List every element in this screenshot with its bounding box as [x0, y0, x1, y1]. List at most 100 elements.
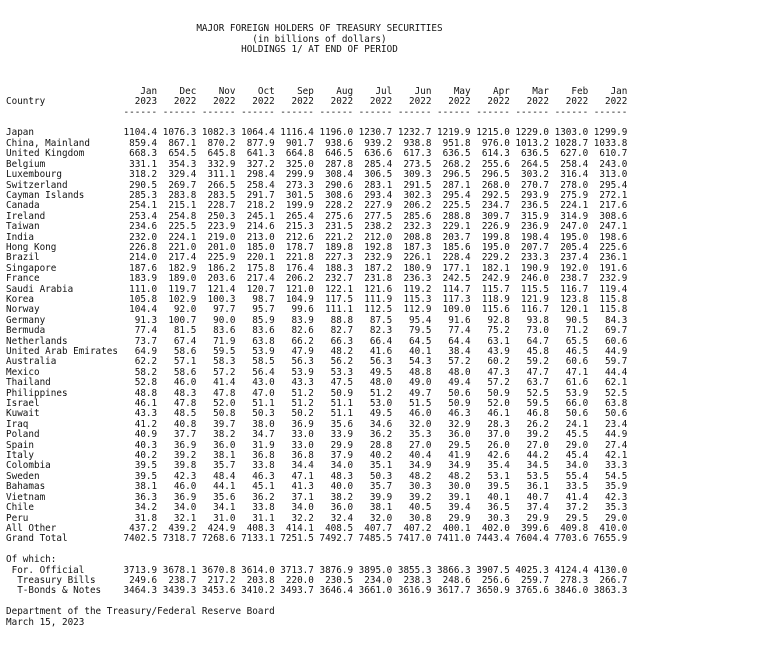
holding-value: 102.9 — [162, 293, 202, 305]
holding-value: 117.3 — [437, 293, 477, 305]
holding-value: 225.6 — [593, 241, 633, 253]
holding-value: 645.8 — [201, 148, 242, 160]
holding-value: 1116.4 — [280, 127, 320, 139]
holding-value: 236.5 — [515, 200, 555, 212]
holding-value: 27.4 — [593, 439, 633, 451]
holding-value: 99.6 — [280, 304, 320, 316]
subtitle2-pad — [6, 44, 241, 55]
holding-value: 228.4 — [437, 252, 477, 264]
holding-value: 58.5 — [241, 356, 281, 368]
country-name: Hong Kong — [6, 241, 124, 253]
holding-value: 40.2 — [123, 450, 163, 462]
holding-value: 201.0 — [201, 241, 242, 253]
holding-value: 44.9 — [593, 346, 633, 358]
holding-value: 285.4 — [358, 158, 398, 170]
holding-value: 98.7 — [241, 293, 281, 305]
holding-value: 81.5 — [162, 325, 202, 337]
holding-value: 3713.9 — [123, 564, 163, 576]
holding-value: 53.0 — [358, 398, 398, 410]
subtitle2-text: HOLDINGS 1/ AT END OF PERIOD — [241, 44, 398, 56]
country-name: Kuwait — [6, 408, 124, 420]
holding-value: 56.3 — [280, 356, 320, 368]
holding-value: 47.1 — [554, 366, 594, 378]
holding-value: 29.9 — [515, 512, 555, 524]
holding-value: 42.1 — [593, 450, 633, 462]
column-header-months: Jan Dec Nov Oct Sep Aug Jul Jun May Apr … — [6, 85, 633, 97]
title-pad — [6, 23, 196, 34]
table-row: India 232.0 224.1 219.0 213.0 212.6 221.… — [6, 232, 633, 243]
holding-value: 51.1 — [319, 398, 359, 410]
holding-value: 93.8 — [515, 314, 555, 326]
holding-value: 232.9 — [358, 252, 398, 264]
table-row: United Arab Emirates 64.9 58.6 59.5 53.9… — [6, 346, 633, 358]
holding-value: 226.1 — [397, 252, 438, 264]
holding-value: 231.8 — [358, 273, 398, 285]
holding-value: 29.5 — [554, 512, 594, 524]
holding-value: 40.3 — [123, 439, 163, 451]
holding-value: 121.9 — [515, 293, 555, 305]
holding-value: 38.4 — [437, 346, 477, 358]
holding-value: 277.5 — [358, 210, 398, 222]
country-name: Colombia — [6, 460, 124, 472]
holding-value: 228.7 — [201, 200, 242, 212]
country-name: Canada — [6, 200, 124, 212]
holding-value: 45.8 — [515, 346, 555, 358]
holding-value: 116.7 — [554, 283, 594, 295]
holding-value: 182.1 — [476, 262, 516, 274]
holding-value: 32.1 — [162, 512, 202, 524]
holding-value: 303.2 — [515, 169, 555, 181]
holding-value: 237.4 — [554, 252, 594, 264]
holding-value: 36.8 — [241, 450, 281, 462]
holding-value: 238.2 — [358, 221, 398, 233]
country-name: Australia — [6, 356, 124, 368]
holding-value: 299.9 — [280, 169, 320, 181]
holding-value: 31.1 — [241, 512, 281, 524]
holding-value: 190.9 — [515, 262, 555, 274]
table-row: Japan 1104.4 1076.3 1082.3 1064.4 1116.4… — [6, 128, 633, 138]
holding-value: 314.9 — [554, 210, 594, 222]
holding-value: 47.9 — [280, 346, 320, 358]
holding-value: 115.6 — [476, 304, 516, 316]
country-name: Philippines — [6, 387, 124, 399]
holding-value: 7402.5 — [123, 533, 163, 545]
month-header: Mar — [515, 85, 555, 97]
holding-value: 901.7 — [280, 137, 320, 149]
holding-value: 37.7 — [162, 429, 202, 441]
country-name: United Arab Emirates — [6, 346, 124, 358]
table-row: All Other 437.2 439.2 424.9 408.3 414.1 … — [6, 522, 633, 534]
holding-value: 870.2 — [201, 137, 242, 149]
holding-value: 939.2 — [358, 137, 398, 149]
country-name: Belgium — [6, 158, 124, 170]
holding-value: 285.6 — [397, 210, 438, 222]
table-row: Korea 105.8 102.9 100.3 98.7 104.9 117.5… — [6, 293, 633, 305]
holding-value: 39.2 — [397, 491, 438, 503]
holding-value: 192.8 — [358, 241, 398, 253]
table-row: Vietnam 36.3 36.9 35.6 36.2 37.1 38.2 39… — [6, 491, 633, 503]
table-row: China, Mainland 859.4 867.1 870.2 877.9 … — [6, 137, 633, 149]
holding-value: 408.3 — [241, 522, 281, 534]
holding-value: 92.8 — [476, 314, 516, 326]
holding-value: 46.5 — [554, 346, 594, 358]
holding-value: 90.5 — [554, 314, 594, 326]
country-name: Netherlands — [6, 335, 124, 347]
holding-value: 283.1 — [358, 179, 398, 191]
holding-value: 3863.3 — [593, 585, 633, 597]
holding-value: 414.1 — [280, 522, 320, 534]
holding-value: 243.0 — [593, 158, 633, 170]
holding-value: 75.2 — [476, 325, 516, 337]
holding-value: 59.2 — [515, 356, 555, 368]
holding-value: 49.5 — [358, 408, 398, 420]
table-row: Italy 40.2 39.2 38.1 36.8 36.8 37.9 40.2… — [6, 450, 633, 462]
country-name: Germany — [6, 314, 124, 326]
holding-value: 46.0 — [162, 481, 202, 493]
holding-value: 867.1 — [162, 137, 202, 149]
holding-value: 38.1 — [201, 450, 242, 462]
country-name: Bahamas — [6, 481, 124, 493]
year-header: 2022 — [593, 96, 633, 108]
month-header: Nov — [201, 85, 242, 97]
holding-value: 39.2 — [162, 450, 202, 462]
holding-value: 227.3 — [319, 252, 359, 264]
holding-value: 50.9 — [476, 387, 516, 399]
country-name: Switzerland — [6, 179, 124, 191]
holding-value: 183.9 — [123, 273, 163, 285]
